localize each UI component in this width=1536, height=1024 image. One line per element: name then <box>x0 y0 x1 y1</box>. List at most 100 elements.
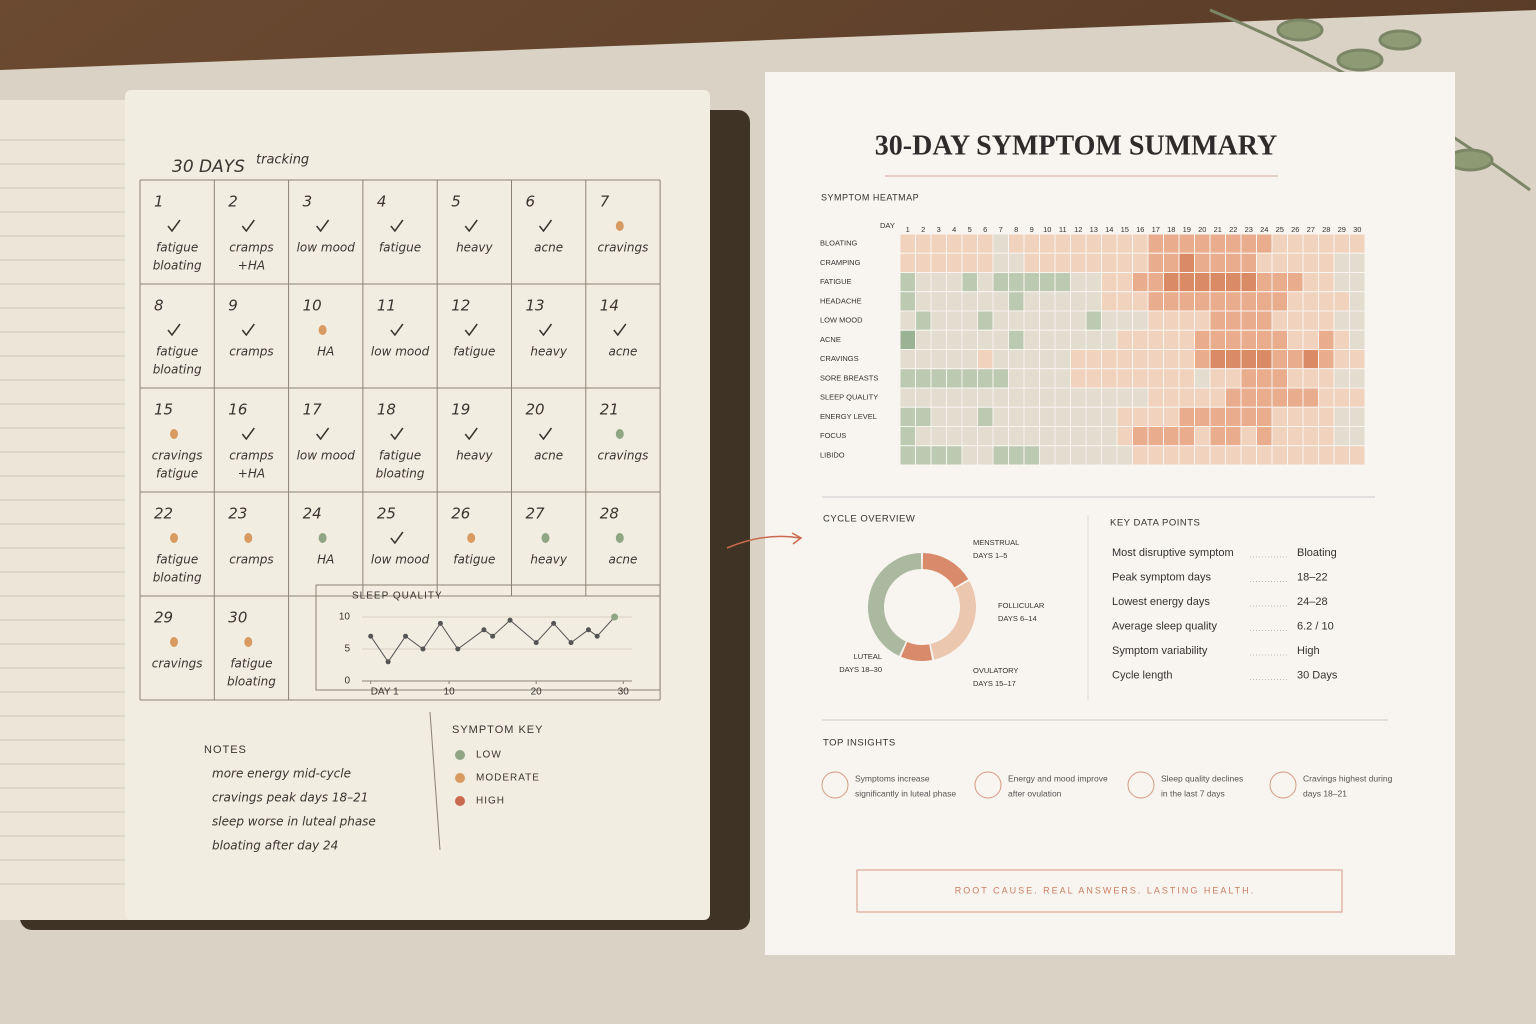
heat-cell <box>1147 368 1164 389</box>
day-number: 29 <box>154 609 173 627</box>
day-number: 7 <box>600 193 610 211</box>
symptom-entry: low mood <box>297 449 356 463</box>
insight-text: Energy and mood improve <box>1008 773 1108 783</box>
heat-cell <box>1318 387 1335 408</box>
heat-cell <box>1008 349 1025 370</box>
sleep-point <box>568 640 574 646</box>
heat-cell <box>899 426 916 447</box>
heat-cell <box>992 272 1009 293</box>
heat-cell <box>1240 291 1257 312</box>
heat-cell <box>1318 291 1335 312</box>
phase-range: DAYS 1–5 <box>973 551 1007 560</box>
footer-text: ROOT CAUSE. REAL ANSWERS. LASTING HEALTH… <box>955 885 1255 895</box>
key-swatch <box>455 796 465 806</box>
heat-cell <box>899 406 916 427</box>
heat-cell <box>1178 233 1195 254</box>
heat-cell <box>1271 329 1288 350</box>
heat-cell <box>1085 387 1102 408</box>
heat-cell <box>1085 368 1102 389</box>
day-header: 24 <box>1260 225 1268 234</box>
heat-cell <box>1271 291 1288 312</box>
note: bloating after day 24 <box>212 839 338 853</box>
key-point-value: 18–22 <box>1297 571 1328 583</box>
heat-cell <box>1132 387 1149 408</box>
symptom-entry: fatigue <box>156 345 198 359</box>
heat-cell <box>1163 387 1180 408</box>
heat-cell <box>930 368 947 389</box>
sleep-point <box>481 627 487 633</box>
heat-cell <box>1240 252 1257 273</box>
heat-cell <box>930 310 947 331</box>
heat-cell <box>1333 233 1350 254</box>
heat-cell <box>1178 272 1195 293</box>
symptom-entry: low mood <box>371 553 430 567</box>
heat-cell <box>977 406 994 427</box>
heat-cell <box>1178 426 1195 447</box>
heat-cell <box>930 445 947 466</box>
insight-text: Cravings highest during <box>1303 773 1393 783</box>
heat-cell <box>961 406 978 427</box>
day-number: 2 <box>228 193 238 211</box>
heat-cell <box>1116 233 1133 254</box>
day-header: 15 <box>1121 225 1129 234</box>
heat-cell <box>992 349 1009 370</box>
heat-cell <box>1318 426 1335 447</box>
heat-cell <box>1163 252 1180 273</box>
heat-cell <box>1287 387 1304 408</box>
cycle-arc <box>930 580 976 660</box>
day-header: 26 <box>1291 225 1299 234</box>
symptom-entry: fatigue <box>156 553 198 567</box>
heat-cell <box>1008 329 1025 350</box>
sleep-point <box>585 627 591 633</box>
symptom-entry: heavy <box>530 345 567 359</box>
heat-cell <box>1039 387 1056 408</box>
symptom-label: CRAVINGS <box>820 354 859 363</box>
note: sleep worse in luteal phase <box>212 815 376 829</box>
day-number: 27 <box>526 505 546 523</box>
heat-cell <box>1132 406 1149 427</box>
heat-cell <box>1333 272 1350 293</box>
sleep-point <box>368 633 374 639</box>
heat-cell <box>1240 368 1257 389</box>
heat-cell <box>946 272 963 293</box>
day-number: 11 <box>377 297 396 315</box>
heat-cell <box>930 329 947 350</box>
heat-cell <box>1163 310 1180 331</box>
notes-title: NOTES <box>204 744 247 756</box>
symptom-entry: bloating <box>153 571 202 585</box>
phase-name: LUTEAL <box>854 652 882 661</box>
symptom-entry: fatigue <box>379 241 421 255</box>
check-mark <box>538 427 553 441</box>
heat-cell <box>1302 368 1319 389</box>
check-mark <box>613 323 627 337</box>
check-mark <box>390 323 404 337</box>
heat-cell <box>1147 406 1164 427</box>
heat-cell <box>1240 272 1257 293</box>
heat-cell <box>1287 272 1304 293</box>
phase-range: DAYS 18–30 <box>839 665 882 674</box>
day-number: 5 <box>451 193 461 211</box>
heat-cell <box>1302 406 1319 427</box>
symptom-entry: heavy <box>456 449 493 463</box>
heat-cell <box>1054 406 1071 427</box>
insight-text: after ovulation <box>1008 788 1062 798</box>
heat-cell <box>1287 233 1304 254</box>
day-header: 10 <box>1043 225 1051 234</box>
heat-cell <box>1054 387 1071 408</box>
heat-cell <box>1116 406 1133 427</box>
heat-cell <box>1085 406 1102 427</box>
heat-cell <box>899 252 916 273</box>
dot-mark <box>318 325 327 335</box>
heat-cell <box>930 272 947 293</box>
heat-cell <box>1023 329 1040 350</box>
day-number: 30 <box>228 609 247 627</box>
summary-sheet <box>765 72 1455 955</box>
heat-cell <box>1163 272 1180 293</box>
insight-text: in the last 7 days <box>1161 788 1225 798</box>
heat-cell <box>992 233 1009 254</box>
dot-mark <box>615 429 624 439</box>
heat-cell <box>1256 272 1273 293</box>
heat-cell <box>899 349 916 370</box>
heat-cell <box>992 406 1009 427</box>
key-point-label: Cycle length <box>1112 669 1173 681</box>
